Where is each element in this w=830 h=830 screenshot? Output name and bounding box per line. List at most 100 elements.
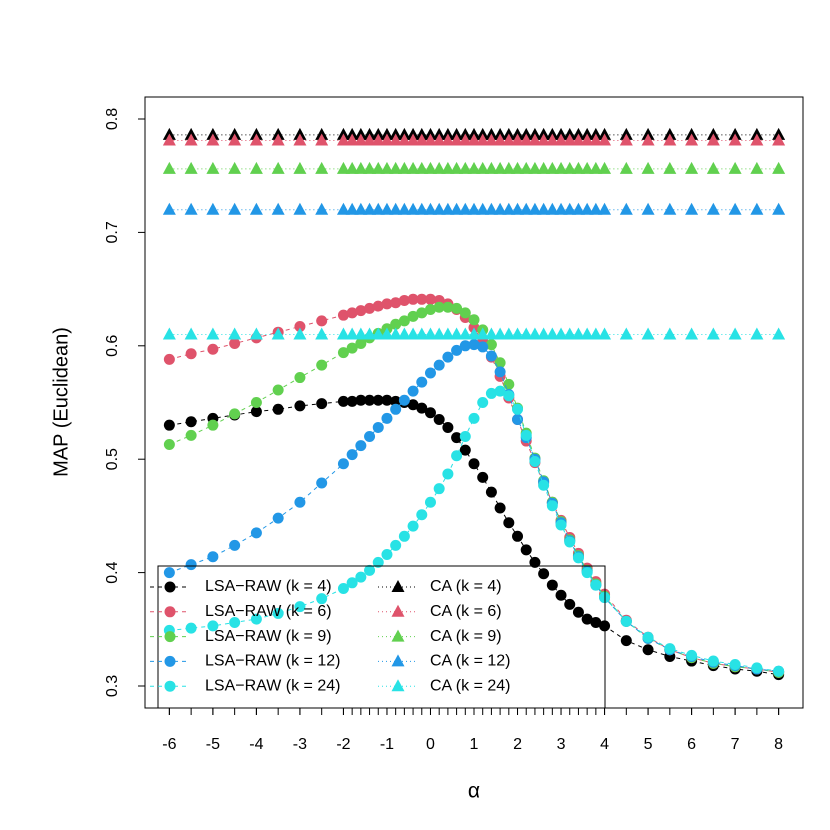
x-tick-label: 7 <box>731 736 740 753</box>
data-point <box>293 161 307 174</box>
data-point <box>563 161 577 174</box>
data-point <box>162 133 176 146</box>
data-point <box>641 133 655 146</box>
data-point <box>484 327 498 340</box>
data-point <box>390 539 402 551</box>
x-tick-label: 1 <box>470 736 479 753</box>
data-point <box>563 327 577 340</box>
data-point <box>424 367 436 379</box>
data-point <box>415 133 429 146</box>
data-point <box>371 161 385 174</box>
data-point <box>315 161 329 174</box>
data-point <box>432 133 446 146</box>
data-point <box>706 161 720 174</box>
data-point <box>354 327 368 340</box>
data-point <box>477 397 489 408</box>
data-point <box>389 202 403 215</box>
data-point <box>619 161 633 174</box>
data-point <box>380 327 394 340</box>
data-point <box>397 327 411 340</box>
data-point <box>390 297 402 309</box>
data-point <box>511 161 525 174</box>
data-point <box>228 161 242 174</box>
data-point <box>346 307 358 319</box>
data-point <box>389 161 403 174</box>
data-point <box>163 353 175 365</box>
data-point <box>468 412 480 424</box>
data-point <box>397 133 411 146</box>
data-point <box>485 339 497 351</box>
data-point <box>441 327 455 340</box>
data-point <box>206 133 220 146</box>
data-point <box>272 403 284 415</box>
data-point <box>423 202 437 215</box>
data-point <box>642 631 654 643</box>
data-point <box>398 394 410 406</box>
data-point <box>389 133 403 146</box>
data-point <box>442 421 454 433</box>
data-point <box>598 327 612 340</box>
data-point <box>406 133 420 146</box>
data-point <box>407 385 419 397</box>
data-point <box>728 133 742 146</box>
data-point <box>315 202 329 215</box>
x-tick-label: 8 <box>774 736 783 753</box>
data-point <box>397 202 411 215</box>
x-tick-label: -5 <box>206 736 220 753</box>
data-point <box>249 202 263 215</box>
data-point <box>345 133 359 146</box>
data-point <box>407 399 419 411</box>
data-point <box>271 161 285 174</box>
data-point <box>206 161 220 174</box>
x-axis-label: α <box>468 780 480 803</box>
data-point <box>519 202 533 215</box>
data-point <box>503 517 515 529</box>
data-point <box>537 327 551 340</box>
data-point <box>398 315 410 327</box>
data-point <box>271 327 285 340</box>
data-point <box>397 161 411 174</box>
data-point <box>371 327 385 340</box>
data-point <box>433 483 445 495</box>
data-point <box>519 161 533 174</box>
data-point <box>685 327 699 340</box>
legend-marker <box>164 680 176 692</box>
data-point <box>316 398 328 410</box>
data-point <box>467 327 481 340</box>
data-point <box>619 133 633 146</box>
data-point <box>184 133 198 146</box>
data-point <box>502 327 516 340</box>
data-point <box>272 512 284 524</box>
data-point <box>707 655 719 667</box>
data-point <box>750 327 764 340</box>
data-point <box>207 620 219 632</box>
data-point <box>416 509 428 521</box>
data-point <box>545 133 559 146</box>
x-tick-label: -3 <box>293 736 307 753</box>
data-point <box>336 327 350 340</box>
y-tick-label: 0.4 <box>104 561 121 583</box>
data-point <box>451 450 463 462</box>
x-tick-label: -6 <box>162 736 176 753</box>
data-point <box>459 444 471 456</box>
data-point <box>316 477 328 489</box>
data-point <box>337 458 349 470</box>
data-point <box>598 161 612 174</box>
x-tick-label: 5 <box>644 736 653 753</box>
data-point <box>528 161 542 174</box>
data-point <box>337 347 349 359</box>
legend-label: LSA−RAW (k = 24) <box>205 677 340 694</box>
data-point <box>337 309 349 321</box>
data-point <box>398 294 410 306</box>
data-point <box>442 301 454 313</box>
x-tick-label: 0 <box>426 736 435 753</box>
data-point <box>529 455 541 467</box>
data-point <box>294 321 306 333</box>
data-point <box>416 293 428 305</box>
y-tick-label: 0.6 <box>104 335 121 357</box>
data-point <box>750 202 764 215</box>
data-point <box>390 318 402 330</box>
data-point <box>589 133 603 146</box>
data-point <box>750 133 764 146</box>
data-point <box>229 539 241 551</box>
